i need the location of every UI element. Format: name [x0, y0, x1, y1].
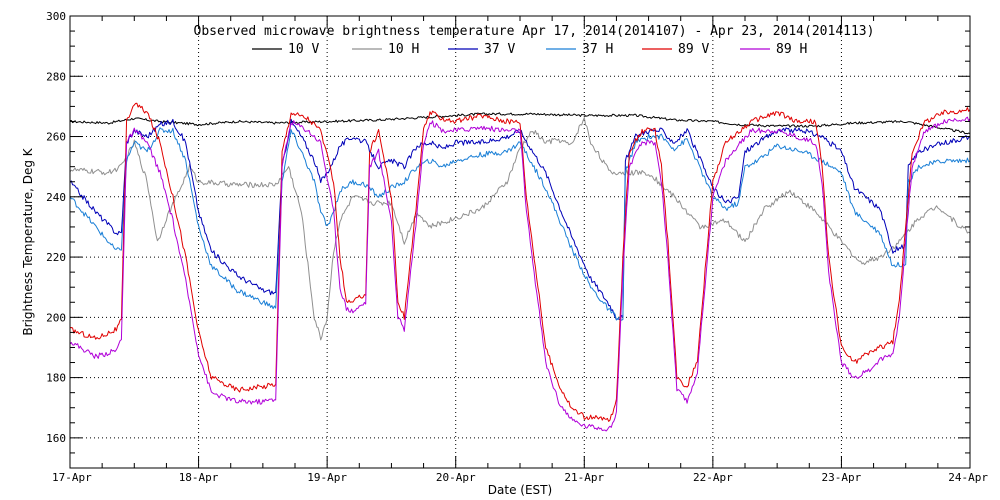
chart-title: Observed microwave brightness temperatur… [194, 24, 875, 39]
axis-ticks: 160 180 200 220 240 260 280 300 17-Apr 18-Apr 19-A… [46, 10, 988, 484]
series-line-10h [69, 117, 971, 341]
legend-entry-37h: 37 H [546, 42, 613, 57]
x-tick-label-3: 20-Apr [436, 471, 476, 484]
series-line-37h [69, 127, 971, 321]
legend-entry-10v: 10 V [252, 42, 319, 57]
series-line-10v [70, 112, 971, 135]
y-tick-label-0: 160 [46, 432, 66, 445]
legend-entry-37v: 37 V [448, 42, 515, 57]
x-tick-label-5: 22-Apr [693, 471, 733, 484]
x-tick-label-4: 21-Apr [564, 471, 604, 484]
y-tick-label-7: 300 [46, 10, 66, 23]
y-tick-label-1: 180 [46, 372, 66, 385]
series-line-89h [69, 116, 971, 432]
legend-entry-89v: 89 V [642, 42, 709, 57]
legend-label: 37 H [582, 42, 613, 57]
legend-label: 37 V [484, 42, 515, 57]
x-axis-label: Date (EST) [488, 483, 552, 497]
y-tick-label-6: 280 [46, 70, 66, 83]
legend-label: 89 V [678, 42, 709, 57]
x-tick-label-6: 23-Apr [822, 471, 862, 484]
data-series [69, 102, 971, 432]
x-tick-label-7: 24-Apr [948, 471, 988, 484]
series-line-89v [69, 102, 971, 422]
legend-entry-10h: 10 H [352, 42, 419, 57]
y-tick-label-4: 240 [46, 191, 66, 204]
x-tick-label-1: 18-Apr [179, 471, 219, 484]
y-axis-label: Brightness Temperature, Deg K [21, 147, 35, 335]
y-tick-label-3: 220 [46, 251, 66, 264]
x-tick-label-0: 17-Apr [52, 471, 92, 484]
y-tick-label-2: 200 [46, 311, 66, 324]
legend-entry-89h: 89 H [740, 42, 807, 57]
legend-label: 10 V [288, 42, 319, 57]
legend-label: 89 H [776, 42, 807, 57]
y-tick-label-5: 260 [46, 131, 66, 144]
legend-label: 10 H [388, 42, 419, 57]
x-tick-label-2: 19-Apr [307, 471, 347, 484]
legend: 10 V 10 H 37 V 37 H 89 V 89 H [252, 42, 807, 57]
grid [70, 16, 970, 468]
